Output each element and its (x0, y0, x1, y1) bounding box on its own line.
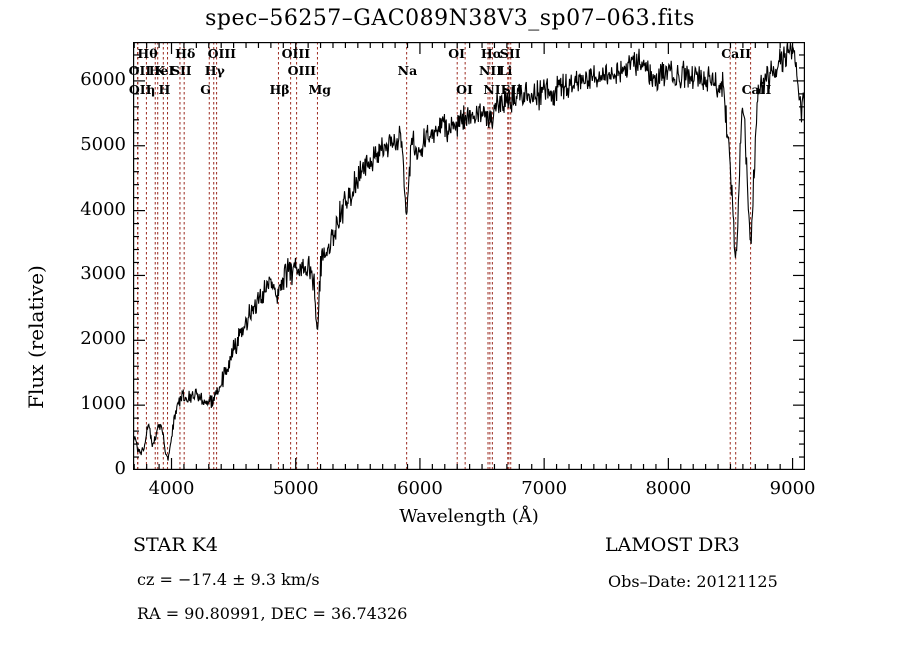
plot-area (133, 42, 805, 470)
line-label-SII6731: SII (501, 82, 523, 97)
line-label-H: Hδ (175, 46, 196, 61)
spectrum-trace (133, 42, 805, 461)
object-type: STAR K4 (133, 534, 218, 556)
line-label-H: Hθ (137, 46, 158, 61)
line-label-OIII5007: OIII (287, 63, 317, 78)
x-axis-label: Wavelength (Å) (399, 506, 539, 527)
line-label-CaIIH: H (158, 82, 171, 97)
coordinates: RA = 90.80991, DEC = 36.74326 (137, 604, 408, 623)
line-label-Mg: Mg (308, 82, 332, 97)
y-tick-6000: 6000 (80, 68, 126, 90)
plot-frame (133, 42, 805, 470)
line-label-OII3727: OII (128, 63, 152, 78)
y-tick-0: 0 (114, 458, 126, 479)
line-label-SII4068: SII (170, 63, 192, 78)
line-label-OIII4959: OIII (281, 46, 311, 61)
line-label-Gband: G (200, 82, 211, 97)
x-tick-4000: 4000 (148, 478, 195, 499)
survey-name: LAMOST DR3 (605, 534, 740, 556)
line-label-OII3729: OII (128, 82, 152, 97)
line-label-Na: Na (397, 63, 418, 78)
x-tick-6000: 6000 (397, 478, 443, 499)
x-tick-5000: 5000 (272, 478, 319, 499)
y-tick-1000: 1000 (80, 393, 126, 415)
y-tick-4000: 4000 (80, 198, 126, 220)
line-label-OI6300: OI (448, 46, 465, 61)
obs-date: Obs–Date: 20121125 (608, 572, 778, 591)
x-tick-9000: 9000 (769, 478, 816, 499)
line-label-OI6364: OI (456, 82, 473, 97)
line-label-CaII8662: CaII (741, 82, 772, 97)
spectrum-plot-svg (133, 42, 805, 470)
axis-ticks (133, 42, 805, 470)
spectral-line-markers (137, 42, 752, 470)
line-label-Li6707: Li (498, 63, 513, 78)
line-label-CaIIK: K (154, 63, 166, 78)
line-label-OIII4363: OIII (207, 46, 237, 61)
x-tick-7000: 7000 (521, 478, 568, 499)
line-label-H: Hγ (204, 63, 225, 78)
line-label-NeIII: η (146, 82, 156, 97)
figure-title: spec–56257–GAC089N38V3_sp07–063.fits (205, 6, 695, 31)
x-tick-8000: 8000 (645, 478, 692, 499)
line-label-H: Hα (480, 46, 503, 61)
line-label-CaII8498: CaII (721, 46, 751, 61)
line-label-H: Hβ (269, 82, 290, 97)
line-label-NII6548: NII (479, 63, 503, 78)
line-label-HeI3889: HeI (148, 63, 175, 78)
y-tick-2000: 2000 (80, 328, 126, 350)
cz-value: cz = −17.4 ± 9.3 km/s (137, 570, 320, 589)
line-label-SII6716: SII (499, 46, 521, 61)
y-tick-3000: 3000 (80, 263, 126, 285)
line-label-NII6583: NII (483, 82, 507, 97)
y-tick-5000: 5000 (80, 133, 126, 155)
